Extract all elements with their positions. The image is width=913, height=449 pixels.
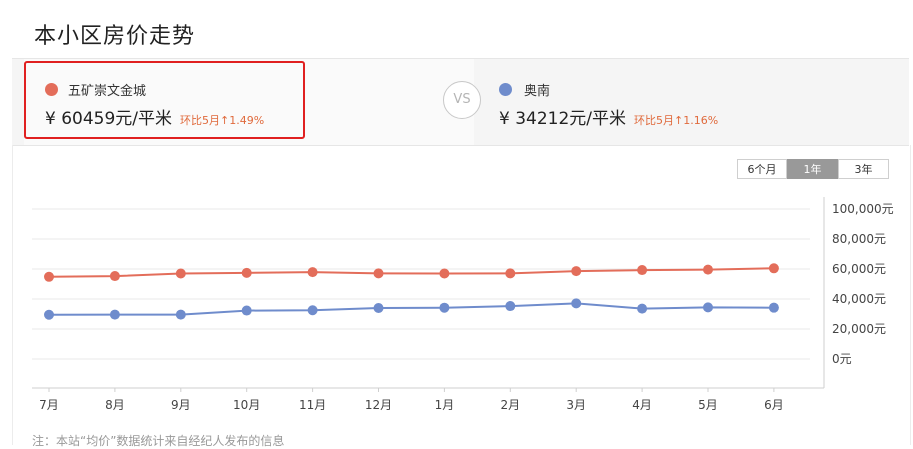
community-price-value: ¥ 60459元/平米 (45, 109, 173, 129)
area-price-value: ¥ 34212元/平米 (499, 109, 627, 129)
selected-community-highlight (24, 61, 305, 139)
data-source-note: 注：本站“均价”数据统计来自经纪人发布的信息 (32, 434, 285, 448)
chart-panel (12, 145, 911, 445)
range-tab-1-year[interactable]: 1年 (787, 159, 838, 179)
community-price: ¥ 60459元/平米 环比5月↑1.49% (45, 104, 264, 129)
page-title: 本小区房价走势 (34, 24, 196, 49)
area-price-change: 环比5月↑1.16% (634, 114, 719, 127)
compare-card-left (24, 59, 474, 145)
series-a-color-dot (45, 83, 58, 96)
vs-badge: VS (443, 81, 481, 119)
range-tab-6-months[interactable]: 6个月 (737, 159, 787, 179)
community-price-change: 环比5月↑1.49% (180, 114, 265, 127)
area-price: ¥ 34212元/平米 环比5月↑1.16% (499, 104, 718, 129)
area-name: 奥南 (524, 84, 551, 99)
community-name: 五矿崇文金城 (68, 84, 147, 99)
compare-bar (12, 58, 909, 146)
series-b-color-dot (499, 83, 512, 96)
range-tab-3-years[interactable]: 3年 (838, 159, 889, 179)
